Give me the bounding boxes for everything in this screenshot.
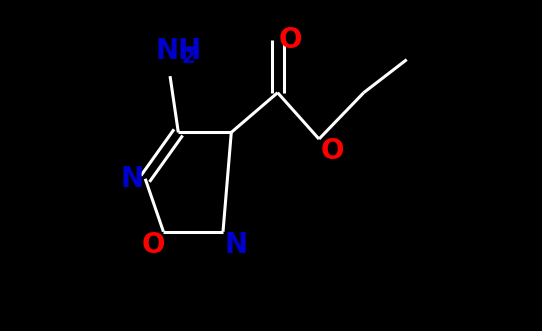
Text: NH: NH: [155, 37, 202, 65]
Text: O: O: [320, 137, 344, 165]
Text: N: N: [120, 165, 144, 193]
Text: O: O: [142, 231, 165, 259]
Text: N: N: [225, 231, 248, 259]
Text: O: O: [279, 26, 302, 54]
Text: 2: 2: [182, 48, 195, 68]
